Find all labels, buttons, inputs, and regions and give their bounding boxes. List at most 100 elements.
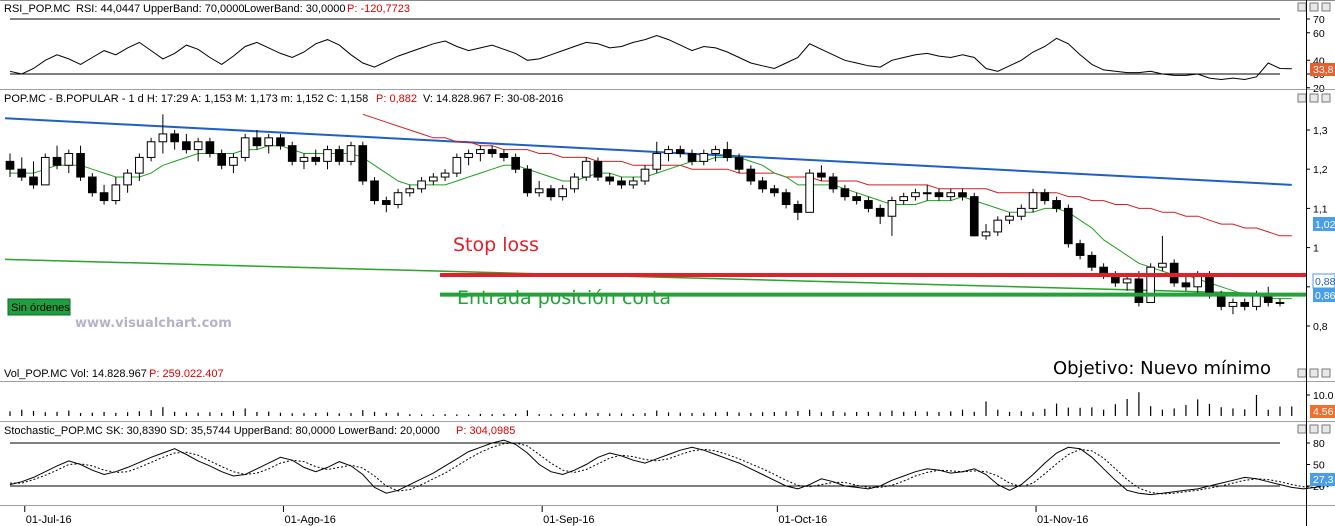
price-minimize-button[interactable]: [1297, 93, 1307, 103]
candle-body: [946, 192, 956, 198]
rsi-p-value: P: -120,7723: [347, 3, 410, 15]
candle-body: [158, 133, 168, 143]
stoch-d-line: [10, 442, 1335, 495]
candle-body: [781, 192, 791, 205]
candle-body: [570, 176, 579, 190]
candle-body: [546, 188, 556, 198]
candle-body: [358, 145, 368, 182]
candle-body: [746, 168, 756, 182]
candle-body: [87, 176, 97, 194]
x-tick-label: 01-Sep-16: [543, 514, 594, 526]
candle-body: [887, 200, 897, 217]
candle-body: [1134, 278, 1144, 303]
candle-body: [40, 156, 50, 186]
candle-body: [664, 149, 673, 155]
candle-body: [334, 149, 344, 162]
candle-body: [640, 168, 650, 182]
orders-badge[interactable]: [7, 298, 71, 316]
candle-body: [817, 172, 826, 178]
x-tick-label: 01-Nov-16: [1037, 514, 1088, 526]
price-tick-label: 0,8: [1313, 321, 1328, 333]
candle-body: [1122, 278, 1132, 284]
blue-trendline: [4, 117, 1292, 186]
candle-body: [558, 188, 568, 198]
price-tick-label: 1: [1313, 243, 1319, 255]
candle-body: [205, 141, 215, 155]
rsi-line: [9, 34, 1292, 81]
rsi-upper-band: UpperBand: 70,0000: [143, 3, 245, 15]
volume-close-button[interactable]: [1321, 368, 1331, 378]
stoch-close-button[interactable]: [1321, 424, 1331, 434]
candle-body: [1205, 274, 1214, 296]
candle-body: [193, 141, 203, 151]
price-tick-label: 1,1: [1313, 203, 1328, 215]
price-tick-label: 1,3: [1313, 125, 1328, 137]
stoch-maximize-button[interactable]: [1309, 424, 1319, 434]
candle-body: [29, 176, 38, 186]
rsi-close-button[interactable]: [1321, 2, 1331, 12]
candle-body: [1075, 243, 1085, 256]
rsi-tick-label: 40: [1313, 55, 1325, 67]
candle-body: [217, 153, 226, 166]
candle-body: [146, 141, 156, 158]
candle-body: [1052, 200, 1061, 209]
candle-body: [370, 180, 379, 202]
volume-panel: Vol_POP.MC Vol: 14.828.967 P: 259.022.40…: [0, 368, 1335, 422]
candle-body: [264, 137, 274, 147]
candle-body: [711, 149, 720, 155]
price-close-button[interactable]: [1321, 93, 1331, 103]
candle-body: [1228, 301, 1238, 307]
candle-body: [299, 156, 309, 162]
candle-body: [487, 149, 497, 155]
price-header: POP.MC - B.POPULAR - 1 d H: 17:29 A: 1,1…: [4, 93, 368, 105]
rsi-last-tag-bg: [1310, 63, 1335, 76]
stoch-header-p: P: 304,0985: [456, 425, 515, 437]
candle-body: [699, 153, 709, 162]
candle-body: [276, 137, 285, 147]
rsi-maximize-button[interactable]: [1309, 2, 1319, 12]
candle-body: [828, 176, 838, 190]
rsi-minimize-button[interactable]: [1297, 2, 1307, 12]
volume-tick-label: 10.0: [1313, 390, 1334, 402]
candle-body: [687, 153, 697, 162]
candle-body: [805, 172, 814, 213]
price-maximize-button[interactable]: [1309, 93, 1319, 103]
candle-body: [1146, 266, 1155, 303]
candle-body: [17, 168, 27, 178]
candle-body: [1064, 207, 1073, 245]
candle-body: [1087, 254, 1097, 268]
stop-loss-label: Stop loss: [453, 234, 539, 256]
candle-body: [628, 180, 638, 186]
candle-body: [617, 180, 626, 186]
rsi-tick-label: 20: [1313, 83, 1325, 95]
target-label: Objetivo: Nuevo mínimo: [1053, 358, 1271, 379]
candle-body: [652, 153, 662, 170]
rsi-value: RSI: 44,0447: [76, 3, 140, 15]
stoch-tick-label: 20: [1313, 481, 1325, 493]
rsi-symbol: RSI_POP.MC: [4, 3, 70, 15]
stoch-minimize-button[interactable]: [1297, 424, 1307, 434]
candle-body: [229, 156, 238, 166]
x-tick-label: 01-Oct-16: [778, 514, 827, 526]
volume-minimize-button[interactable]: [1297, 368, 1307, 378]
stoch-last-tag-bg: [1310, 473, 1335, 486]
candle-body: [99, 192, 109, 202]
volume-maximize-button[interactable]: [1309, 368, 1319, 378]
candle-body: [793, 203, 803, 213]
price-tag-upper: 1,02: [1315, 219, 1335, 231]
candle-body: [511, 156, 520, 170]
candle-body: [840, 188, 850, 198]
price-tag-upper-bg: [1313, 217, 1335, 231]
candle-body: [76, 153, 85, 178]
candle-body: [1016, 207, 1026, 217]
volume-header-p: P: 259.022.407: [149, 368, 224, 380]
x-tick-label: 01-Jul-16: [26, 514, 72, 526]
x-axis: 01-Jul-16 01-Ago-16 01-Sep-16 01-Oct-16 01-N…: [24, 506, 1088, 526]
volume-last-tag-bg: [1310, 405, 1335, 418]
candle-body: [346, 145, 356, 162]
candle-body: [170, 133, 179, 143]
candle-body: [758, 180, 767, 190]
candle-body: [593, 160, 603, 178]
candle-body: [1240, 301, 1250, 307]
